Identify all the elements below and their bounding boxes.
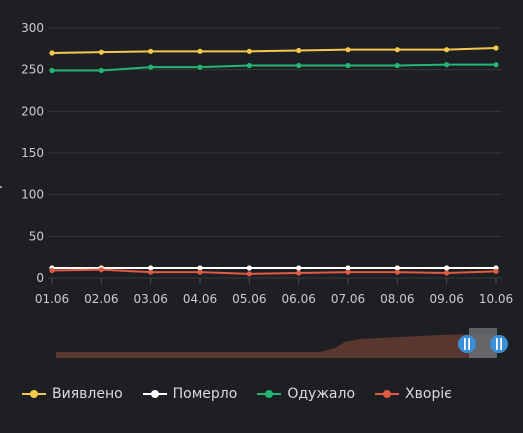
legend-swatch-icon xyxy=(22,388,46,400)
data-point[interactable] xyxy=(197,269,203,275)
navigator-area xyxy=(56,334,496,358)
y-tick-label: 150 xyxy=(21,146,44,160)
x-tick-label: 03.06 xyxy=(133,292,167,306)
y-tick-label: 50 xyxy=(29,229,44,243)
y-tick-label: 100 xyxy=(21,188,44,202)
y-tick-label: 200 xyxy=(21,104,44,118)
data-point[interactable] xyxy=(444,47,450,53)
data-point[interactable] xyxy=(49,50,55,56)
x-tick-label: 06.06 xyxy=(281,292,315,306)
data-point[interactable] xyxy=(98,267,104,273)
data-point[interactable] xyxy=(345,265,351,271)
data-point[interactable] xyxy=(444,270,450,276)
data-point[interactable] xyxy=(493,45,499,51)
x-tick-label: 04.06 xyxy=(183,292,217,306)
data-point[interactable] xyxy=(296,47,302,54)
legend-swatch-icon xyxy=(375,388,400,400)
series-line xyxy=(51,268,497,275)
data-point[interactable] xyxy=(246,62,252,69)
data-point[interactable] xyxy=(148,269,154,275)
data-point[interactable] xyxy=(345,62,351,69)
legend-label: Хворіє xyxy=(405,386,452,402)
legend-item[interactable]: Померло xyxy=(142,386,238,402)
legend: Виявлено Померло Одужало Хворіє xyxy=(22,386,452,402)
data-point[interactable] xyxy=(246,265,252,271)
data-point[interactable] xyxy=(148,265,154,271)
legend-item[interactable]: Хворіє xyxy=(375,386,452,402)
data-point[interactable] xyxy=(493,268,499,274)
y-tick-label: 0 xyxy=(36,271,44,285)
data-point[interactable] xyxy=(197,265,203,271)
data-point[interactable] xyxy=(98,67,104,74)
data-point[interactable] xyxy=(148,48,154,54)
data-point[interactable] xyxy=(345,269,351,275)
series-line xyxy=(52,63,496,72)
data-point[interactable] xyxy=(148,64,154,70)
legend-label: Одужало xyxy=(287,386,356,402)
data-point[interactable] xyxy=(296,265,302,271)
data-point[interactable] xyxy=(246,48,252,54)
series-0 xyxy=(49,45,499,56)
range-navigator[interactable] xyxy=(56,328,508,358)
legend-swatch-icon xyxy=(257,388,282,400)
navigator-right-handle[interactable] xyxy=(490,335,508,353)
data-point[interactable] xyxy=(493,62,499,68)
data-point[interactable] xyxy=(444,265,450,271)
data-point[interactable] xyxy=(345,47,351,53)
data-point[interactable] xyxy=(296,270,302,276)
x-tick-label: 08.06 xyxy=(380,292,414,306)
legend-item[interactable]: Виявлено xyxy=(22,386,123,402)
x-tick-label: 02.06 xyxy=(84,292,118,306)
data-point[interactable] xyxy=(296,62,302,69)
legend-item[interactable]: Одужало xyxy=(257,386,355,402)
data-point[interactable] xyxy=(197,48,203,54)
data-point[interactable] xyxy=(394,269,400,275)
x-tick-label: 01.06 xyxy=(35,292,69,306)
x-tick-label: 05.06 xyxy=(232,292,266,306)
series-group xyxy=(49,45,499,277)
x-tick-label: 09.06 xyxy=(429,292,463,306)
data-point[interactable] xyxy=(197,64,203,70)
series-line xyxy=(51,47,497,54)
series-3 xyxy=(49,267,499,277)
x-tick-label: 07.06 xyxy=(331,292,365,306)
y-axis-ticks: 0 50 100 150 200 250 300 xyxy=(21,21,44,285)
x-tick-label: 10.06 xyxy=(479,292,513,306)
x-axis-ticks: 01.06 02.06 03.06 04.06 05.06 06.06 07.06 08.06… xyxy=(35,278,513,306)
legend-label: Померло xyxy=(172,386,238,402)
y-tick-label: 250 xyxy=(21,63,44,77)
data-point[interactable] xyxy=(49,67,55,74)
data-point[interactable] xyxy=(246,271,252,277)
data-point[interactable] xyxy=(98,49,104,55)
data-point[interactable] xyxy=(394,47,400,53)
y-tick-label: 300 xyxy=(21,21,44,35)
data-point[interactable] xyxy=(444,62,450,68)
data-point[interactable] xyxy=(49,267,55,274)
legend-swatch-icon xyxy=(142,388,167,400)
series-1 xyxy=(49,265,499,271)
data-point[interactable] xyxy=(394,265,400,271)
left-edge-marker xyxy=(0,186,2,188)
navigator-left-handle[interactable] xyxy=(458,335,476,353)
data-point[interactable] xyxy=(394,62,400,69)
series-2 xyxy=(49,62,499,74)
legend-label: Виявлено xyxy=(52,386,123,402)
